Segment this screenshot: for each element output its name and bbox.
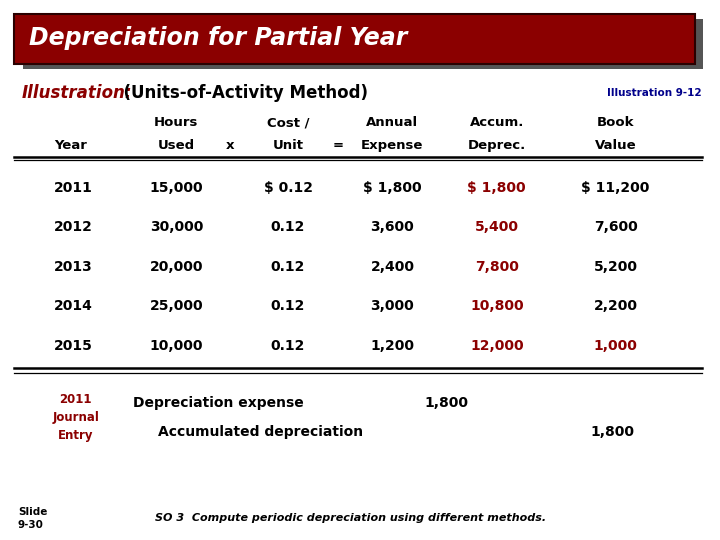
Text: 3,000: 3,000	[371, 299, 414, 313]
Text: Illustration:: Illustration:	[22, 84, 132, 102]
Text: 2011
Journal
Entry: 2011 Journal Entry	[52, 393, 99, 442]
Text: Deprec.: Deprec.	[468, 139, 526, 152]
FancyBboxPatch shape	[23, 19, 703, 69]
Text: 1,800: 1,800	[425, 396, 469, 410]
Text: Unit: Unit	[272, 139, 304, 152]
Text: 0.12: 0.12	[271, 220, 305, 234]
Text: 2013: 2013	[54, 260, 93, 274]
Text: Hours: Hours	[154, 116, 199, 129]
Text: Book: Book	[597, 116, 634, 129]
Text: Depreciation expense: Depreciation expense	[133, 396, 304, 410]
Text: 10,800: 10,800	[470, 299, 523, 313]
Text: 2012: 2012	[54, 220, 93, 234]
Text: Accumulated depreciation: Accumulated depreciation	[158, 425, 364, 439]
Text: $ 0.12: $ 0.12	[264, 181, 312, 195]
Text: 2,400: 2,400	[370, 260, 415, 274]
Text: 25,000: 25,000	[150, 299, 203, 313]
Text: Year: Year	[54, 139, 87, 152]
Text: 0.12: 0.12	[271, 339, 305, 353]
Text: 7,600: 7,600	[594, 220, 637, 234]
Text: 3,600: 3,600	[371, 220, 414, 234]
Text: =: =	[333, 139, 344, 152]
Text: 1,200: 1,200	[370, 339, 415, 353]
Text: 2011: 2011	[54, 181, 93, 195]
Text: 5,200: 5,200	[593, 260, 638, 274]
Text: 10,000: 10,000	[150, 339, 203, 353]
Text: Cost /: Cost /	[266, 116, 310, 129]
Text: 0.12: 0.12	[271, 260, 305, 274]
Text: Accum.: Accum.	[469, 116, 524, 129]
Text: 12,000: 12,000	[470, 339, 523, 353]
Text: $ 11,200: $ 11,200	[582, 181, 649, 195]
Text: SO 3  Compute periodic depreciation using different methods.: SO 3 Compute periodic depreciation using…	[155, 514, 546, 523]
Text: Expense: Expense	[361, 139, 423, 152]
Text: Value: Value	[595, 139, 636, 152]
FancyBboxPatch shape	[14, 14, 695, 64]
Text: Slide
9-30: Slide 9-30	[18, 507, 48, 530]
Text: (Units-of-Activity Method): (Units-of-Activity Method)	[112, 84, 368, 102]
Text: 1,000: 1,000	[594, 339, 637, 353]
Text: $ 1,800: $ 1,800	[467, 181, 526, 195]
Text: 1,800: 1,800	[590, 425, 634, 439]
Text: $ 1,800: $ 1,800	[363, 181, 422, 195]
Text: 5,400: 5,400	[474, 220, 519, 234]
Text: Used: Used	[158, 139, 195, 152]
Text: Annual: Annual	[366, 116, 418, 129]
Text: Illustration 9-12: Illustration 9-12	[608, 88, 702, 98]
Text: x: x	[226, 139, 235, 152]
Text: 15,000: 15,000	[150, 181, 203, 195]
Text: 7,800: 7,800	[475, 260, 518, 274]
Text: 30,000: 30,000	[150, 220, 203, 234]
Text: 2,200: 2,200	[593, 299, 638, 313]
Text: Depreciation for Partial Year: Depreciation for Partial Year	[29, 26, 408, 50]
Text: 2014: 2014	[54, 299, 93, 313]
Text: 20,000: 20,000	[150, 260, 203, 274]
Text: 0.12: 0.12	[271, 299, 305, 313]
Text: 2015: 2015	[54, 339, 93, 353]
